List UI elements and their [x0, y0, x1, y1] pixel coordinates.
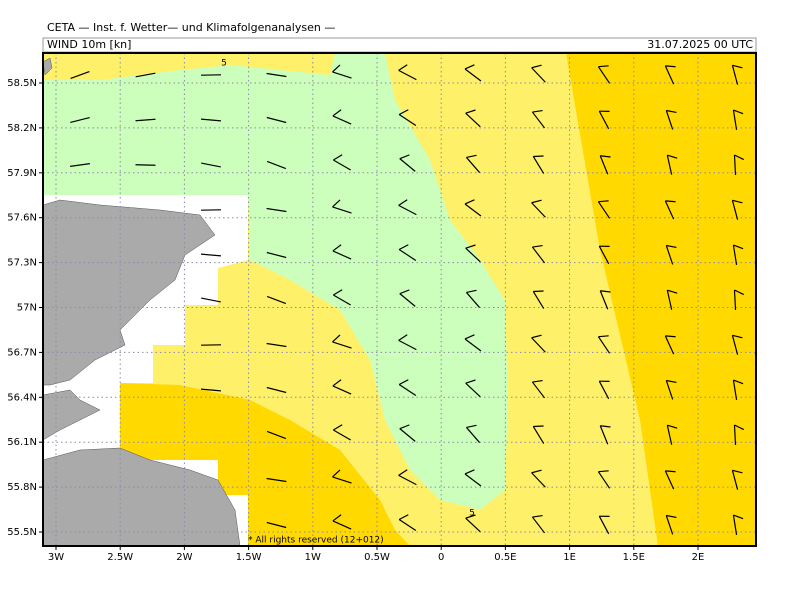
contour-label: 5: [221, 59, 227, 69]
y-tick-label: 58.5N: [7, 78, 37, 89]
y-tick-label: 57.6N: [7, 213, 37, 224]
wind-barb-feather: [665, 336, 675, 337]
y-tick-label: 56.4N: [7, 392, 37, 403]
x-tick-label: 2W: [176, 552, 192, 563]
y-tick-label: 55.8N: [7, 482, 37, 493]
y-tick-label: 56.7N: [7, 347, 37, 358]
copyright: * All rights reserved (12+012): [248, 536, 384, 546]
x-tick-label: 0.5E: [494, 552, 516, 563]
y-tick-label: 56.1N: [7, 437, 37, 448]
x-tick-label: 1W: [305, 552, 321, 563]
x-tick-label: 1.5W: [236, 552, 262, 563]
x-tick-label: 2.5W: [107, 552, 133, 563]
y-tick-label: 57N: [17, 303, 37, 314]
x-tick-label: 1.5E: [623, 552, 645, 563]
contour-label: 5: [469, 509, 475, 519]
x-tick-label: 1E: [563, 552, 576, 563]
wind-barb-feather: [665, 201, 675, 202]
wind-barb-feather: [665, 471, 675, 472]
y-tick-label: 57.9N: [7, 168, 37, 179]
y-tick-label: 58.2N: [7, 123, 37, 134]
y-tick-label: 57.3N: [7, 258, 37, 269]
header-title: CETA — Inst. f. Wetter— und Klimafolgena…: [47, 21, 335, 34]
valid-time: 31.07.2025 00 UTC: [647, 38, 753, 51]
x-tick-label: 3W: [48, 552, 64, 563]
x-tick-label: 0.5W: [364, 552, 390, 563]
map-area: [43, 53, 756, 546]
wind-barb: [136, 165, 156, 166]
field-label: WIND 10m [kn]: [47, 38, 131, 51]
y-tick-label: 55.5N: [7, 527, 37, 538]
wind-barb-feather: [665, 66, 675, 67]
x-tick-label: 0: [438, 552, 444, 563]
x-tick-label: 2E: [692, 552, 705, 563]
